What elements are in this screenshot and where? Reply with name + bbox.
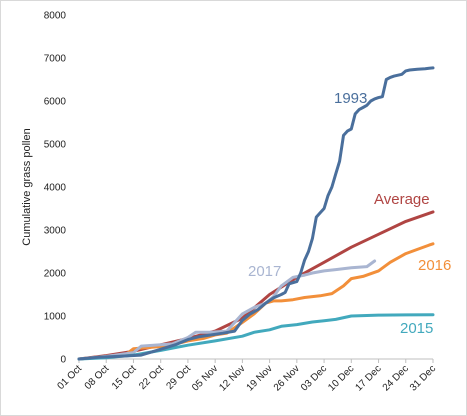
x-tick-label: 10 Dec	[326, 363, 356, 393]
x-tick-label: 05 Nov	[190, 363, 220, 393]
series-line-average	[77, 210, 435, 361]
series-label-average: Average	[374, 191, 430, 208]
x-tick-label: 12 Nov	[217, 363, 247, 393]
x-tick-label: 03 Dec	[299, 363, 329, 393]
series-line-1993	[77, 66, 435, 361]
series-label-1993: 1993	[334, 90, 367, 107]
y-tick-label: 3000	[44, 226, 67, 237]
series-label-2017: 2017	[248, 263, 281, 280]
series-line-2017	[77, 259, 377, 361]
x-tick-label: 26 Nov	[272, 363, 302, 393]
y-tick-label: 8000	[44, 11, 67, 22]
series-labels: 1993 Average 2016 2017 2015	[248, 90, 451, 337]
x-tick-label: 22 Oct	[137, 363, 166, 392]
y-tick-label: 1000	[44, 312, 67, 323]
series-label-2015: 2015	[400, 320, 433, 337]
x-tick-label: 01 Oct	[56, 363, 85, 392]
x-tick-label: 31 Dec	[408, 363, 438, 393]
y-axis-title: Cumulative grass pollen	[21, 128, 33, 245]
x-tick-label: 19 Nov	[245, 363, 275, 393]
y-tick-label: 2000	[44, 269, 67, 280]
y-tick-label: 5000	[44, 140, 67, 151]
y-tick-label: 7000	[44, 54, 67, 65]
x-tick-label: 24 Dec	[381, 363, 411, 393]
y-tick-label: 0	[60, 355, 66, 366]
y-axis: 0 1000 2000 3000 4000 5000 6000 7000 8000	[44, 11, 67, 366]
series-label-2016: 2016	[418, 257, 451, 274]
series-group	[77, 66, 435, 361]
series-line-2016	[77, 242, 435, 361]
x-tick-label: 17 Dec	[353, 363, 383, 393]
y-tick-label: 6000	[44, 97, 67, 108]
x-tick-label: 15 Oct	[110, 363, 139, 392]
x-tick-label: 29 Oct	[164, 363, 193, 392]
y-tick-label: 4000	[44, 183, 67, 194]
x-tick-label: 08 Oct	[83, 363, 112, 392]
